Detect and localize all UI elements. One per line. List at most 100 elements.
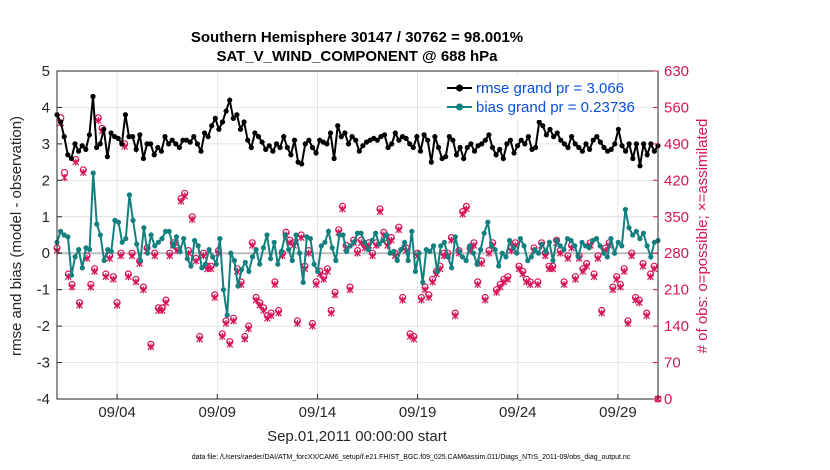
assimilated-point bbox=[598, 309, 606, 317]
data-point bbox=[263, 146, 269, 152]
data-point bbox=[90, 170, 96, 176]
data-point bbox=[212, 115, 218, 121]
data-point bbox=[547, 126, 553, 132]
assimilated-point bbox=[124, 273, 132, 281]
data-point bbox=[619, 143, 625, 149]
data-point bbox=[191, 134, 197, 140]
data-point bbox=[612, 141, 618, 147]
data-point bbox=[144, 141, 150, 147]
assimilated-point bbox=[305, 249, 313, 257]
data-point bbox=[192, 237, 198, 244]
data-point bbox=[391, 248, 397, 254]
data-point bbox=[234, 112, 240, 118]
data-point bbox=[327, 130, 334, 136]
assimilated-point bbox=[485, 249, 493, 257]
data-point bbox=[176, 144, 182, 151]
data-point bbox=[144, 250, 151, 256]
assimilated-point bbox=[549, 265, 557, 273]
assimilated-point bbox=[635, 299, 643, 307]
data-point bbox=[137, 257, 143, 264]
data-point bbox=[485, 219, 491, 225]
data-point bbox=[264, 232, 270, 238]
assimilated-point bbox=[68, 283, 76, 291]
data-point bbox=[187, 139, 193, 145]
assimilated-point bbox=[151, 252, 159, 260]
assimilated-point bbox=[462, 205, 470, 213]
assimilated-point bbox=[181, 192, 189, 200]
data-point bbox=[438, 243, 444, 249]
data-point bbox=[637, 163, 643, 169]
data-point bbox=[338, 134, 344, 140]
data-point bbox=[360, 143, 366, 149]
data-point bbox=[478, 247, 484, 253]
data-point bbox=[402, 239, 408, 245]
y-left-tick-label: 1 bbox=[42, 209, 50, 226]
legend-bias-label: bias grand pr = 0.23736 bbox=[476, 99, 635, 116]
data-point bbox=[543, 248, 549, 254]
data-point bbox=[648, 141, 654, 147]
data-point bbox=[61, 134, 67, 140]
data-point bbox=[333, 257, 339, 264]
assimilated-point bbox=[293, 320, 301, 327]
assimilated-point bbox=[158, 307, 166, 314]
data-point bbox=[414, 134, 420, 140]
data-point bbox=[202, 130, 208, 136]
data-point bbox=[158, 148, 164, 154]
data-point bbox=[65, 234, 71, 240]
chart-subtitle: SAT_V_WIND_COMPONENT @ 688 hPa bbox=[216, 48, 498, 65]
assimilated-point bbox=[639, 262, 647, 270]
assimilated-point bbox=[369, 252, 376, 260]
data-point bbox=[644, 243, 650, 249]
data-point bbox=[648, 254, 654, 260]
data-point bbox=[97, 232, 103, 238]
data-point bbox=[311, 261, 317, 267]
data-point bbox=[278, 248, 285, 254]
data-point bbox=[94, 144, 100, 151]
data-point bbox=[594, 134, 600, 140]
data-point bbox=[65, 152, 71, 158]
data-point bbox=[202, 261, 208, 267]
data-point bbox=[586, 245, 592, 251]
data-point bbox=[345, 141, 352, 147]
data-point bbox=[572, 141, 578, 147]
data-point bbox=[550, 257, 556, 264]
data-point bbox=[518, 137, 524, 143]
y-right-tick-label: 280 bbox=[664, 245, 689, 262]
assimilated-point bbox=[523, 278, 530, 286]
data-point bbox=[322, 239, 328, 245]
assimilated-point bbox=[106, 254, 114, 262]
data-point bbox=[569, 134, 575, 140]
data-point bbox=[496, 263, 502, 269]
data-point bbox=[259, 139, 265, 145]
data-point bbox=[72, 254, 78, 260]
assimilated-point bbox=[327, 309, 335, 317]
data-point bbox=[299, 161, 305, 167]
assimilated-point bbox=[493, 288, 500, 296]
data-point bbox=[637, 236, 643, 242]
data-point bbox=[94, 221, 100, 227]
x-axis-label: Sep.01,2011 00:00:00 start bbox=[267, 428, 448, 445]
data-point bbox=[195, 243, 201, 249]
y-left-tick-label: 5 bbox=[42, 63, 50, 80]
assimilated-point bbox=[500, 278, 508, 286]
assimilated-point bbox=[560, 281, 568, 288]
data-point bbox=[169, 137, 175, 143]
data-point bbox=[155, 239, 161, 245]
data-point bbox=[561, 247, 567, 253]
assimilated-point bbox=[470, 241, 478, 249]
data-point bbox=[151, 152, 157, 158]
data-point bbox=[623, 148, 629, 154]
assimilated-point bbox=[583, 262, 591, 270]
assimilated-point bbox=[102, 273, 110, 281]
data-point bbox=[417, 148, 424, 154]
data-point bbox=[170, 243, 176, 249]
data-point bbox=[409, 228, 415, 234]
data-point bbox=[499, 250, 505, 256]
data-point bbox=[504, 141, 510, 147]
plot-frame bbox=[56, 70, 659, 400]
data-point bbox=[407, 141, 413, 147]
data-point bbox=[593, 236, 600, 242]
data-point bbox=[235, 283, 241, 289]
data-point bbox=[271, 239, 277, 245]
data-point bbox=[497, 146, 503, 152]
